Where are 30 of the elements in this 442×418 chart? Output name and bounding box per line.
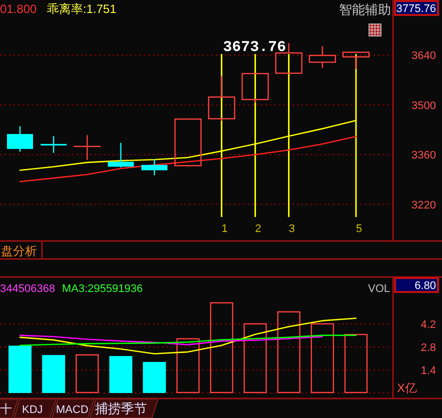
y-tick-label: 4.2 (420, 318, 436, 331)
text: MACD (56, 404, 88, 416)
text: 十 (0, 402, 12, 416)
annotation: MA3:295591936 (62, 283, 143, 295)
y-tick-label: 1.4 (420, 364, 436, 377)
annotation: 智能辅助 (339, 2, 391, 17)
y-axis-title: X亿 (397, 381, 418, 395)
x-tick-label: 1 (222, 223, 228, 235)
annotation: 乖离率:1.751 (47, 2, 117, 16)
x-tick-label: 3 (288, 223, 295, 235)
text: 捕捞季节 (95, 401, 147, 416)
y-tick-label: 3775.76 (396, 3, 436, 15)
line-series (19, 136, 357, 182)
annotation: 3673.76 (222, 39, 286, 56)
y-tick-label: 6.80 (414, 280, 436, 292)
y-tick-label: 3640 (412, 50, 436, 62)
text: 盘分析 (1, 244, 37, 258)
annotation: 344506368 (0, 283, 56, 295)
x-tick-label: 5 (356, 223, 362, 235)
y-tick-label: 3360 (412, 150, 436, 162)
candlestick (74, 134, 101, 161)
candlestick (342, 52, 370, 70)
x-tick-label: 2 (255, 223, 262, 235)
candlestick (40, 136, 67, 154)
y-tick-label: 3220 (412, 199, 436, 212)
annotation: 01.800 (0, 2, 38, 16)
text: KDJ (22, 404, 43, 416)
text: VOL (368, 283, 390, 295)
y-tick-label: 3500 (412, 100, 436, 112)
y-tick-label: 2.8 (420, 342, 436, 354)
